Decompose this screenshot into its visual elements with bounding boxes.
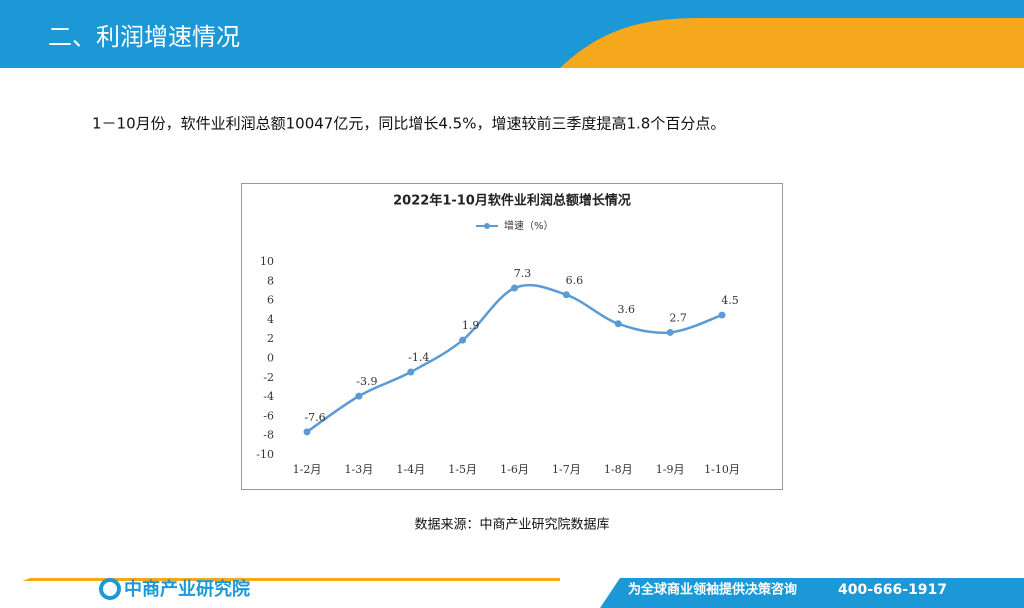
y-tick-label: -10	[256, 448, 274, 461]
paragraph: 1－10月份，软件业利润总额10047亿元，同比增长4.5%，增速较前三季度提高…	[92, 115, 725, 133]
footer-band	[600, 578, 1024, 608]
data-label: -7.6	[304, 411, 325, 424]
y-tick-label: 0	[267, 352, 274, 365]
point	[459, 336, 467, 344]
legend-marker	[484, 223, 490, 229]
y-tick-label: 8	[267, 274, 274, 287]
logo-icon	[99, 578, 121, 600]
point	[614, 320, 622, 328]
y-tick-label: 4	[267, 313, 274, 326]
x-tick-label: 1-10月	[704, 463, 740, 476]
data-label: 4.5	[721, 294, 739, 307]
x-tick-label: 1-4月	[396, 463, 425, 476]
y-tick-label: -2	[263, 371, 274, 384]
y-tick-label: -4	[263, 390, 274, 403]
chart-frame	[241, 183, 783, 490]
source: 数据来源：中商产业研究院数据库	[414, 517, 609, 533]
data-label: -3.9	[356, 375, 377, 388]
point	[407, 368, 415, 376]
y-tick-label: -6	[263, 409, 274, 422]
header-title: 二、利润增速情况	[48, 23, 240, 51]
data-label: 3.6	[618, 303, 636, 316]
footer-logo: 中商产业研究院	[124, 578, 250, 600]
data-label: 1.9	[462, 319, 480, 332]
x-tick-label: 1-8月	[604, 463, 633, 476]
data-label: -1.4	[408, 351, 429, 364]
x-tick-label: 1-6月	[500, 463, 529, 476]
y-tick-label: 6	[267, 294, 274, 307]
point	[355, 392, 363, 400]
point	[303, 428, 311, 436]
point	[562, 291, 570, 299]
chart-title: 2022年1-10月软件业利润总额增长情况	[393, 193, 631, 209]
footer-phone: 400-666-1917	[838, 582, 947, 598]
header-swoosh	[560, 18, 1024, 68]
data-label: 2.7	[669, 311, 687, 324]
point	[666, 328, 674, 336]
footer-tagline: 为全球商业领袖提供决策咨询	[628, 582, 797, 598]
x-tick-label: 1-7月	[552, 463, 581, 476]
x-tick-label: 1-5月	[448, 463, 477, 476]
x-tick-label: 1-2月	[293, 463, 322, 476]
y-tick-label: -8	[263, 429, 274, 442]
legend-label: 增速（%）	[504, 219, 554, 232]
point	[511, 284, 518, 292]
x-tick-label: 1-9月	[656, 463, 685, 476]
data-label: 6.6	[566, 274, 584, 287]
x-tick-label: 1-3月	[345, 463, 374, 476]
footer-white	[0, 581, 560, 608]
point	[718, 311, 726, 319]
data-label: 7.3	[514, 267, 532, 280]
y-tick-label: 10	[260, 255, 274, 268]
y-tick-label: 2	[267, 332, 274, 345]
